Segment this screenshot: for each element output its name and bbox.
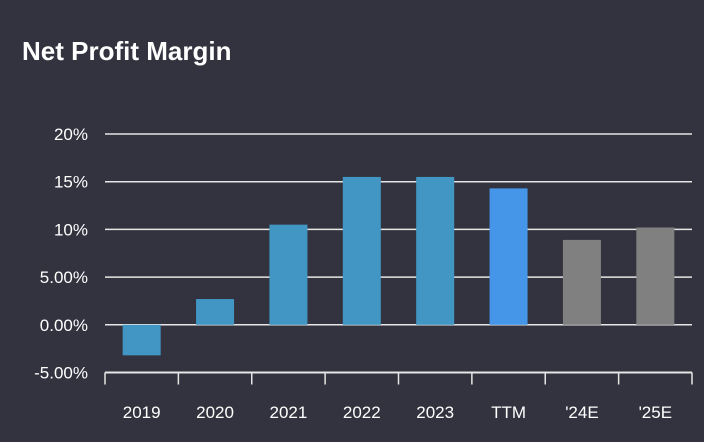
bar-25e bbox=[636, 227, 675, 325]
x-tick-label: 2022 bbox=[343, 403, 381, 422]
x-tick-label: '24E bbox=[565, 403, 599, 422]
y-tick-label: 5.00% bbox=[40, 268, 88, 287]
x-tick-label: 2021 bbox=[270, 403, 308, 422]
y-tick-label: 15% bbox=[54, 173, 88, 192]
chart-title: Net Profit Margin bbox=[22, 36, 232, 66]
bar-24e bbox=[562, 239, 601, 325]
x-tick-label: 2019 bbox=[123, 403, 161, 422]
bar-2019 bbox=[122, 324, 161, 356]
bar-2023 bbox=[416, 176, 455, 325]
bar-ttm bbox=[489, 188, 528, 325]
bar-2022 bbox=[342, 176, 381, 325]
y-tick-label: -5.00% bbox=[34, 364, 88, 383]
x-tick-label: 2023 bbox=[416, 403, 454, 422]
bar-2020 bbox=[196, 299, 235, 325]
y-tick-label: 20% bbox=[54, 125, 88, 144]
bar-2021 bbox=[269, 224, 308, 325]
x-tick-label: TTM bbox=[491, 403, 526, 422]
x-tick-label: 2020 bbox=[196, 403, 234, 422]
y-tick-label: 0.00% bbox=[40, 316, 88, 335]
x-tick-label: '25E bbox=[639, 403, 673, 422]
y-tick-label: 10% bbox=[54, 220, 88, 239]
